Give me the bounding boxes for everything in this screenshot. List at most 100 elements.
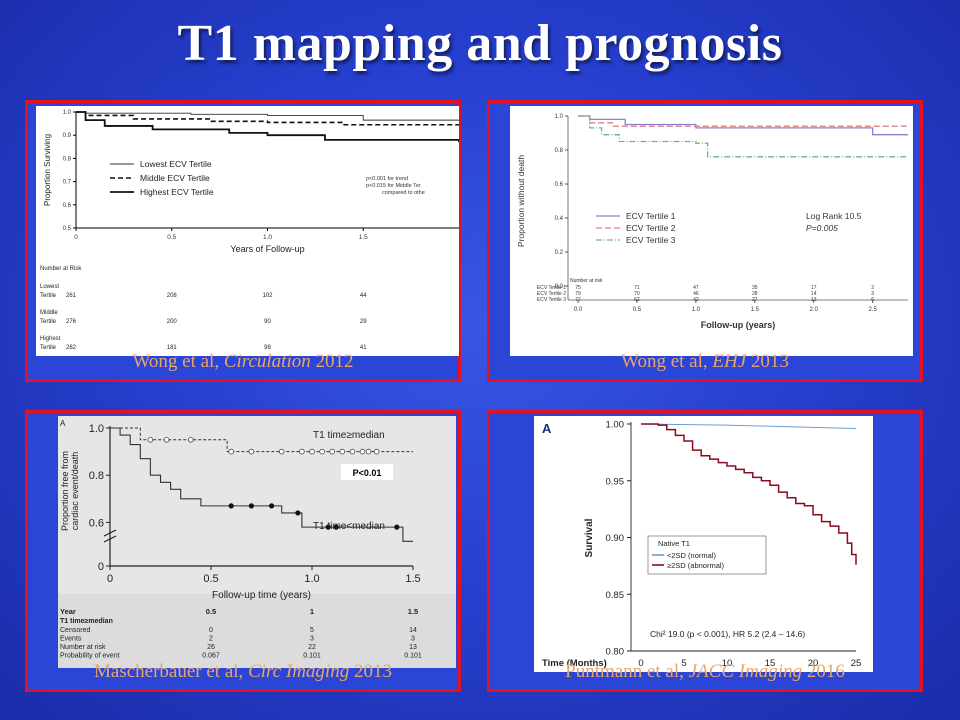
chart-1-risk-row-label: Lowest	[40, 284, 59, 290]
slide-title: T1 mapping and prognosis	[177, 15, 783, 72]
chart-4-x-label: Time (Months)	[542, 658, 607, 669]
chart-3-risk-value: 22	[308, 644, 316, 651]
chart-3-risk-header: 1.5	[408, 607, 418, 616]
chart-1-annotation: p<0.015 for Middle Ter	[366, 183, 421, 189]
chart-2-risk-value: 17	[811, 285, 817, 291]
chart-4-svg: A 0.80 0.85 0.90 0.95 1.00 0 5 10 15 20 25 Time (Mon…	[542, 420, 861, 670]
chart-1-risk-value: 262	[66, 345, 77, 351]
chart-3-series-line	[110, 427, 413, 542]
chart-4-y-label: Survival	[584, 518, 595, 557]
chart-panel-1: 0.5 0.6 0.7 0.8 0.9 1.0 0 0.5 1.0 1.5 Years of Fol…	[25, 100, 461, 382]
chart-2-y-tick-label: 0.0	[555, 284, 564, 290]
chart-2-series-line	[578, 115, 908, 136]
chart-2-risk-value: 62	[634, 297, 640, 303]
chart-2-x-tick-label: 1.0	[692, 307, 701, 313]
chart-2-risk-value: 2	[871, 285, 874, 291]
chart-3-risk-value: 2	[209, 636, 213, 643]
chart-1-risk-value: 90	[264, 319, 271, 325]
chart-3-censor-mark	[359, 448, 366, 455]
chart-2-y-tick-label: 0.6	[555, 182, 564, 188]
chart-4-legend-label: ≥2SD (abnormal)	[667, 561, 725, 570]
chart-2-legend-label: ECV Tertile 2	[626, 223, 676, 233]
caption-4-authors: Puntmann et al,	[565, 661, 689, 682]
chart-3-y-tick-label: 1.0	[89, 423, 104, 435]
chart-1-y-tick-label: 0.7	[63, 180, 72, 186]
chart-1-legend-label: Lowest ECV Tertile	[140, 159, 212, 169]
chart-3-x-tick-label: 0	[107, 573, 113, 585]
chart-3-axis-break	[103, 529, 117, 543]
chart-4-legend-box	[647, 535, 767, 575]
chart-3-y-label: cardiac event/death	[70, 452, 80, 531]
chart-panel-3: A 0 0.6 0.8 1.0 0 0.5 1.0 1.5 Follow-up time (yea…	[25, 410, 461, 692]
caption-1-authors: Wong et al,	[132, 351, 224, 372]
chart-2-annotation: Log Rank 10.5	[806, 211, 862, 221]
chart-3-panel-label: A	[60, 419, 66, 428]
chart-2-x-tick-label: 0.5	[633, 307, 642, 313]
chart-2-x-tick-label: 2.0	[810, 307, 819, 313]
chart-1-risk-value: 261	[66, 293, 77, 299]
chart-2-y-tick-label: 0.2	[555, 250, 564, 256]
chart-3-risk-header: 0.5	[206, 607, 216, 616]
chart-1-risk-value: 276	[66, 319, 77, 325]
chart-1-risk-row-label: Highest	[40, 336, 61, 342]
chart-4-y-tick-label: 1.00	[606, 420, 625, 431]
chart-4-y-tick-label: 0.80	[606, 647, 625, 658]
chart-2-y-tick-label: 0.4	[555, 216, 564, 222]
chart-3-censor-mark	[325, 524, 331, 530]
chart-1-risk-value: 208	[167, 293, 178, 299]
chart-2-legend-label: ECV Tertile 1	[626, 211, 676, 221]
chart-1-risk-row-label: Tertile	[40, 319, 57, 325]
chart-4-x-tick-label: 5	[681, 658, 686, 669]
chart-3-censor-mark	[373, 448, 380, 455]
chart-3-censor-mark	[349, 448, 356, 455]
chart-4-y-tick-label: 0.85	[606, 590, 625, 601]
chart-2-risk-value: 27	[752, 297, 758, 303]
chart-3-series-label: T1 time<median	[313, 521, 385, 532]
chart-3-censor-mark	[248, 503, 254, 509]
chart-3-censor-mark	[269, 503, 275, 509]
chart-3-table-background	[58, 594, 456, 668]
chart-4-y-tick-label: 0.95	[606, 476, 625, 487]
chart-3-risk-header: Year	[60, 607, 76, 616]
caption-1-year: 2012	[310, 351, 354, 372]
chart-1-image: 0.5 0.6 0.7 0.8 0.9 1.0 0 0.5 1.0 1.5 Years of Fol…	[36, 106, 459, 356]
caption-3-authors: Mascherbauer et al,	[94, 661, 249, 682]
chart-1-annotation: compared to othe	[382, 190, 425, 196]
chart-1-series-line	[76, 111, 459, 143]
chart-2-risk-value: 42	[693, 297, 699, 303]
chart-2-image: 0.0 0.2 0.4 0.6 0.8 1.0 0.0 0.5 1.0 1.5 2.0 2.5 Foll…	[510, 106, 913, 356]
chart-3-risk-value: 13	[409, 644, 417, 651]
chart-1-x-tick-label: 1.5	[359, 234, 368, 241]
chart-3-x-tick-label: 1.5	[405, 573, 420, 585]
chart-3-x-label: Follow-up time (years)	[212, 590, 311, 601]
chart-1-risk-row-label: Middle	[40, 310, 58, 316]
chart-4-series-line	[641, 423, 857, 565]
chart-3-censor-mark	[299, 448, 305, 455]
chart-2-risk-value: 14	[811, 291, 817, 297]
chart-1-y-tick-label: 0.9	[63, 133, 72, 139]
chart-1-risk-row-label: Tertile	[40, 293, 57, 299]
chart-2-risk-title: Number at risk	[570, 278, 603, 284]
caption-2: Wong et al, EHJ 2013	[490, 351, 920, 373]
chart-1-risk-value: 41	[360, 345, 367, 351]
chart-2-legend-label: ECV Tertile 3	[626, 235, 676, 245]
chart-1-y-tick-label: 0.8	[63, 156, 72, 162]
caption-1: Wong et al, Circulation 2012	[28, 351, 458, 373]
chart-1-y-tick-label: 1.0	[63, 110, 72, 116]
chart-1-risk-value: 44	[360, 293, 367, 299]
chart-3-censor-mark	[228, 448, 235, 455]
chart-2-x-tick-label: 2.5	[868, 307, 877, 313]
chart-3-censor-mark	[309, 448, 315, 455]
chart-4-annotation: Chi² 19.0 (p < 0.001), HR 5.2 (2.4 – 14.…	[650, 629, 805, 639]
chart-1-risk-value: 200	[167, 319, 178, 325]
chart-4-x-tick-label: 20	[808, 658, 819, 669]
chart-1-risk-value: 29	[360, 319, 367, 325]
chart-3-risk-row-label: Number at risk	[60, 644, 106, 651]
chart-2-risk-value: 28	[752, 291, 758, 297]
chart-2-risk-row-label: ECV Tertile 2	[537, 291, 566, 297]
chart-3-censor-mark	[228, 503, 234, 509]
chart-3-censor-mark	[339, 448, 346, 455]
chart-2-risk-value: 6	[871, 297, 874, 303]
caption-4-year: 2016	[802, 661, 845, 682]
